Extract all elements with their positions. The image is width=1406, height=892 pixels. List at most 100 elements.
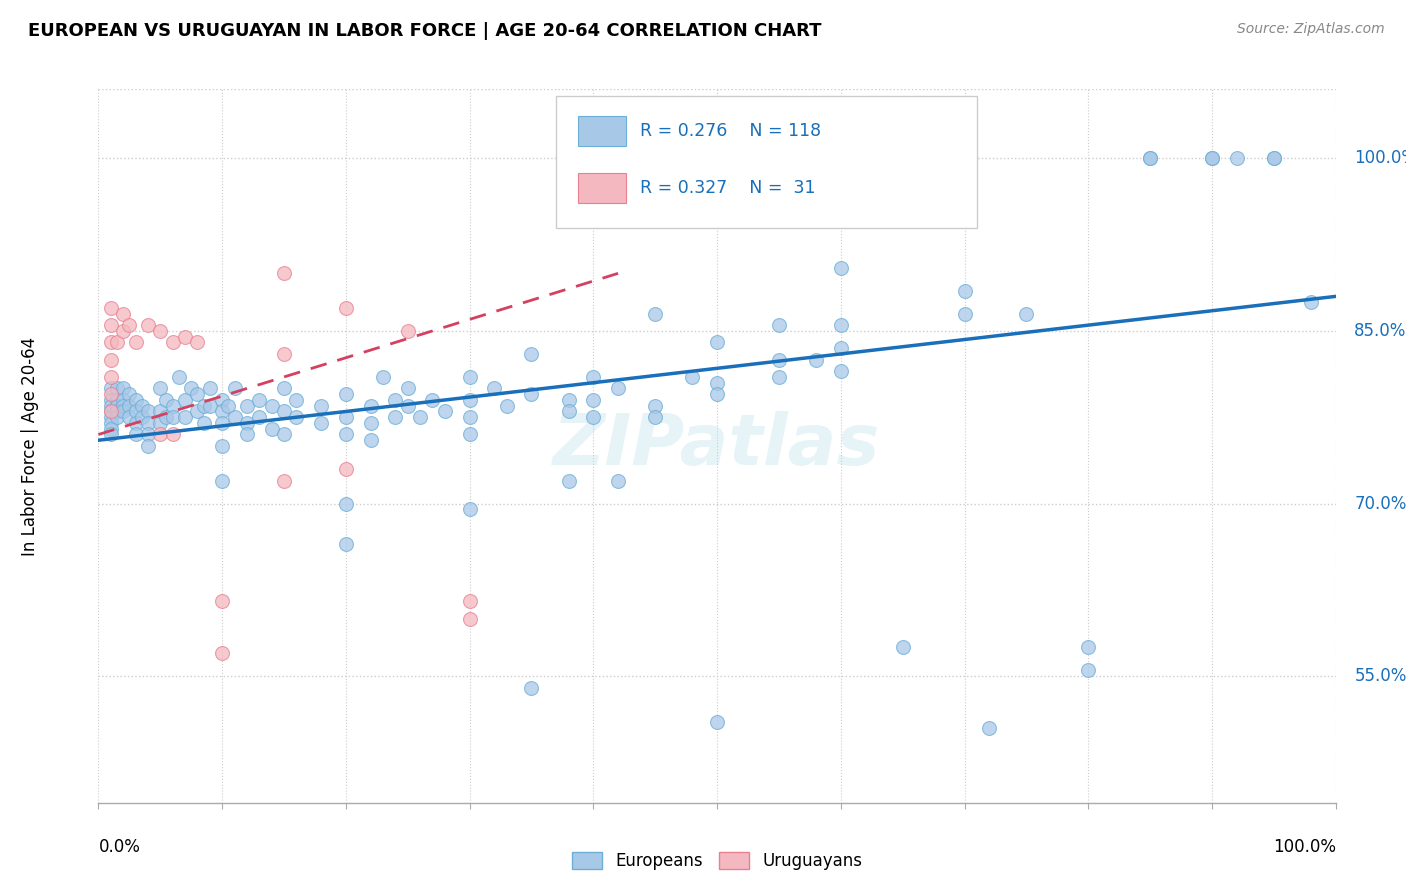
Point — [236, 427, 259, 442]
Point — [136, 416, 159, 430]
Point — [768, 352, 790, 367]
Point — [335, 462, 357, 476]
Point — [100, 422, 122, 436]
Point — [155, 410, 177, 425]
Point — [335, 537, 357, 551]
Point — [1139, 151, 1161, 165]
Point — [100, 318, 122, 333]
Point — [706, 387, 728, 401]
Point — [384, 392, 406, 407]
Point — [273, 347, 295, 361]
Point — [186, 387, 208, 401]
Point — [260, 399, 283, 413]
Point — [706, 376, 728, 390]
Point — [335, 497, 357, 511]
Point — [193, 416, 215, 430]
Point — [100, 352, 122, 367]
Text: EUROPEAN VS URUGUAYAN IN LABOR FORCE | AGE 20-64 CORRELATION CHART: EUROPEAN VS URUGUAYAN IN LABOR FORCE | A… — [28, 22, 821, 40]
Point — [100, 399, 122, 413]
Point — [768, 370, 790, 384]
Point — [211, 392, 233, 407]
Point — [1077, 664, 1099, 678]
Point — [100, 335, 122, 350]
Point — [644, 399, 666, 413]
Point — [804, 352, 827, 367]
Point — [458, 612, 481, 626]
Point — [186, 404, 208, 418]
Point — [644, 410, 666, 425]
Point — [118, 410, 141, 425]
Point — [335, 427, 357, 442]
Text: R = 0.276    N = 118: R = 0.276 N = 118 — [640, 122, 821, 140]
Point — [384, 410, 406, 425]
Point — [136, 318, 159, 333]
Point — [174, 392, 197, 407]
Point — [557, 404, 579, 418]
Point — [607, 381, 630, 395]
Legend: Europeans, Uruguayans: Europeans, Uruguayans — [565, 845, 869, 877]
Point — [335, 410, 357, 425]
Bar — [578, 173, 626, 203]
Point — [211, 646, 233, 660]
Point — [198, 381, 221, 395]
Point — [285, 410, 308, 425]
Point — [224, 381, 246, 395]
Point — [458, 594, 481, 608]
Point — [422, 392, 444, 407]
Point — [309, 399, 332, 413]
Point — [100, 392, 122, 407]
Point — [100, 416, 122, 430]
Point — [167, 370, 190, 384]
Point — [247, 392, 270, 407]
Point — [644, 307, 666, 321]
Point — [211, 439, 233, 453]
Point — [186, 335, 208, 350]
Point — [136, 439, 159, 453]
Point — [149, 381, 172, 395]
Point — [396, 324, 419, 338]
Text: 70.0%: 70.0% — [1354, 494, 1406, 513]
Point — [273, 266, 295, 280]
Text: In Labor Force | Age 20-64: In Labor Force | Age 20-64 — [21, 336, 39, 556]
Point — [335, 387, 357, 401]
Point — [607, 474, 630, 488]
Point — [118, 318, 141, 333]
Point — [180, 381, 202, 395]
Point — [236, 416, 259, 430]
Point — [236, 399, 259, 413]
Point — [830, 341, 852, 355]
Point — [124, 427, 146, 442]
Point — [100, 404, 122, 418]
Point — [155, 392, 177, 407]
Point — [582, 392, 605, 407]
Point — [100, 370, 122, 384]
Point — [458, 410, 481, 425]
Point — [211, 404, 233, 418]
Point — [520, 681, 543, 695]
Point — [360, 434, 382, 448]
Point — [458, 392, 481, 407]
Point — [198, 399, 221, 413]
Point — [396, 399, 419, 413]
Point — [260, 422, 283, 436]
FancyBboxPatch shape — [557, 96, 977, 228]
Point — [1139, 151, 1161, 165]
Point — [131, 399, 153, 413]
Point — [112, 399, 135, 413]
Point — [1226, 151, 1249, 165]
Point — [211, 594, 233, 608]
Point — [582, 410, 605, 425]
Point — [458, 370, 481, 384]
Point — [112, 392, 135, 407]
Point — [273, 381, 295, 395]
Point — [149, 416, 172, 430]
Point — [211, 416, 233, 430]
Point — [217, 399, 239, 413]
Point — [112, 381, 135, 395]
Point — [162, 335, 184, 350]
Point — [830, 260, 852, 275]
Point — [149, 404, 172, 418]
Text: 0.0%: 0.0% — [98, 838, 141, 856]
Point — [360, 399, 382, 413]
Text: 55.0%: 55.0% — [1354, 667, 1406, 685]
